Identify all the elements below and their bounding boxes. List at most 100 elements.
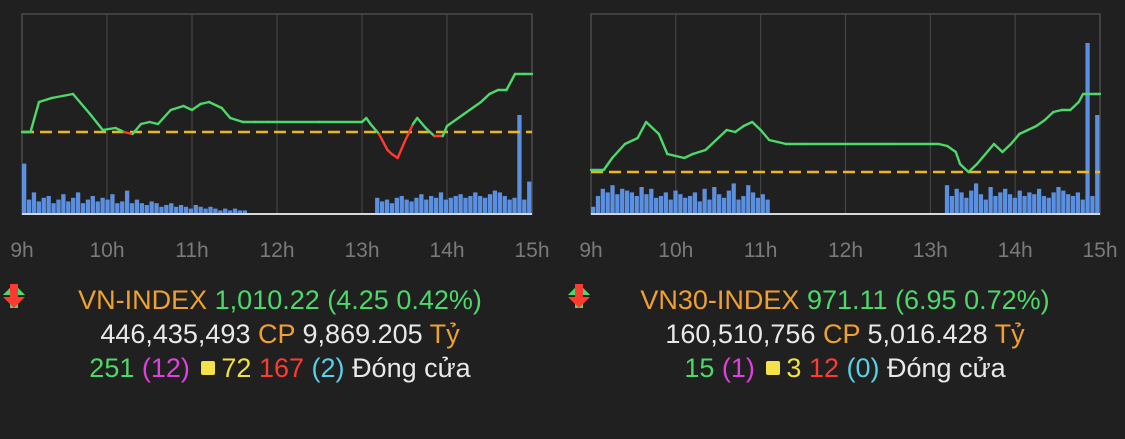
unchanged-count: 3 (786, 353, 802, 383)
volume-bar (419, 194, 424, 214)
volume-bar (478, 196, 483, 214)
volume-bar (429, 196, 434, 214)
price-segment-up (611, 142, 627, 160)
volume-bar (954, 188, 959, 214)
volume-bar (697, 201, 702, 214)
price-segment-down (396, 140, 406, 160)
market-status: Đóng cửa (352, 353, 471, 383)
volume-bar (409, 201, 414, 214)
volume-bar (61, 194, 66, 214)
volume-bar (31, 192, 37, 214)
volume-bar (178, 205, 184, 214)
volume-bar (208, 206, 213, 214)
volume-bar (973, 183, 979, 214)
x-tick-label: 15h (514, 239, 549, 262)
volume-bar (453, 196, 458, 214)
volume-bar (678, 194, 683, 214)
volume-bar (726, 190, 731, 214)
volume-bar (22, 163, 27, 214)
price-segment-up (156, 108, 172, 126)
volume-bar (144, 205, 149, 214)
price-segment-up (37, 96, 53, 104)
price-segment-up (169, 104, 185, 112)
volume-bar (736, 199, 741, 214)
vn30-index-chart: 9h 10h 11h 12h 13h 14h 15h (579, 13, 1118, 262)
volume-bar (1017, 190, 1022, 214)
price-segment-up (462, 106, 474, 116)
volume-bar (218, 210, 223, 214)
price-segment-up (674, 154, 686, 160)
volume-bar (1041, 196, 1047, 214)
x-tick-label: 12h (828, 239, 863, 262)
price-segment-up (365, 116, 372, 126)
price-segment-up (734, 124, 745, 134)
volume-bar (134, 199, 140, 214)
volume-bar (1032, 194, 1037, 214)
volume-row: 446,435,493 CP 9,869.205 Tỷ (0, 317, 560, 351)
price-segment-up (148, 120, 160, 126)
volume-bar (237, 210, 243, 214)
volume-bar (198, 206, 203, 214)
volume-bar (507, 199, 512, 214)
price-segment-up (479, 92, 491, 104)
volume-bar (944, 185, 950, 214)
volume-bar (41, 197, 46, 214)
price-segment-up (369, 122, 381, 136)
volume-bar (1022, 196, 1027, 214)
volume-row: 160,510,756 CP 5,016.428 Tỷ (565, 317, 1125, 351)
volume-bar (404, 199, 409, 214)
price-segment-up (683, 152, 695, 160)
volume-bar (731, 183, 736, 214)
unchanged-count: 72 (221, 353, 252, 383)
price-segment-up (1009, 132, 1021, 146)
price-segment-up (207, 100, 223, 110)
x-tick-label: 10h (89, 239, 124, 262)
volume-bar (443, 199, 449, 214)
x-tick-label: 13h (913, 239, 948, 262)
breadth-row: 251 (12) 72 167 (2) Đóng cửa (0, 284, 560, 385)
x-tick-label: 14h (429, 239, 464, 262)
volume-bar (517, 115, 522, 214)
price-segment-up (717, 128, 728, 140)
down-arrow-icon (3, 284, 25, 308)
volume-bar (649, 188, 654, 214)
vn-index-stats: VN-INDEX 1,010.22 (4.25 0.42%) 446,435,4… (0, 283, 560, 385)
price-segment-up (71, 92, 92, 116)
volume-bar (375, 197, 380, 214)
volume-bar (692, 192, 698, 214)
price-segment-up (101, 126, 117, 132)
index-row: VN-INDEX 1,010.22 (4.25 0.42%) (0, 283, 560, 317)
volume-bar (1070, 196, 1076, 214)
volume-bar (487, 194, 493, 214)
volume-bar (629, 192, 635, 214)
volume-bar (595, 196, 601, 214)
ceiling-count: (1) (721, 353, 755, 383)
volume-bar (154, 203, 159, 214)
price-segment-up (1026, 124, 1038, 132)
price-segment-up (725, 128, 737, 134)
volume-bar (384, 199, 390, 214)
volume-bar (687, 196, 693, 214)
volume-bar (188, 208, 194, 214)
volume-bar (85, 199, 91, 214)
market-status: Đóng cửa (887, 353, 1006, 383)
price-segment-up (636, 120, 648, 140)
price-segment-up (1001, 142, 1013, 154)
volume-bar (969, 190, 974, 214)
x-tick-label: 9h (10, 239, 33, 262)
volume-bar (492, 190, 498, 214)
volume-bar (124, 190, 130, 214)
volume-bar (1080, 199, 1085, 214)
volume-bar (56, 199, 61, 214)
price-segment-up (182, 104, 194, 112)
volume-bar (242, 210, 247, 214)
volume-bar (750, 192, 756, 214)
volume-bar (1090, 196, 1095, 214)
volume-bar (741, 196, 746, 214)
volume-bar (497, 192, 502, 214)
volume-bar (389, 203, 395, 214)
price-segment-up (767, 138, 779, 144)
volume-bar (1046, 197, 1051, 214)
price-segment-up (776, 140, 788, 146)
price-segment-up (666, 152, 678, 158)
